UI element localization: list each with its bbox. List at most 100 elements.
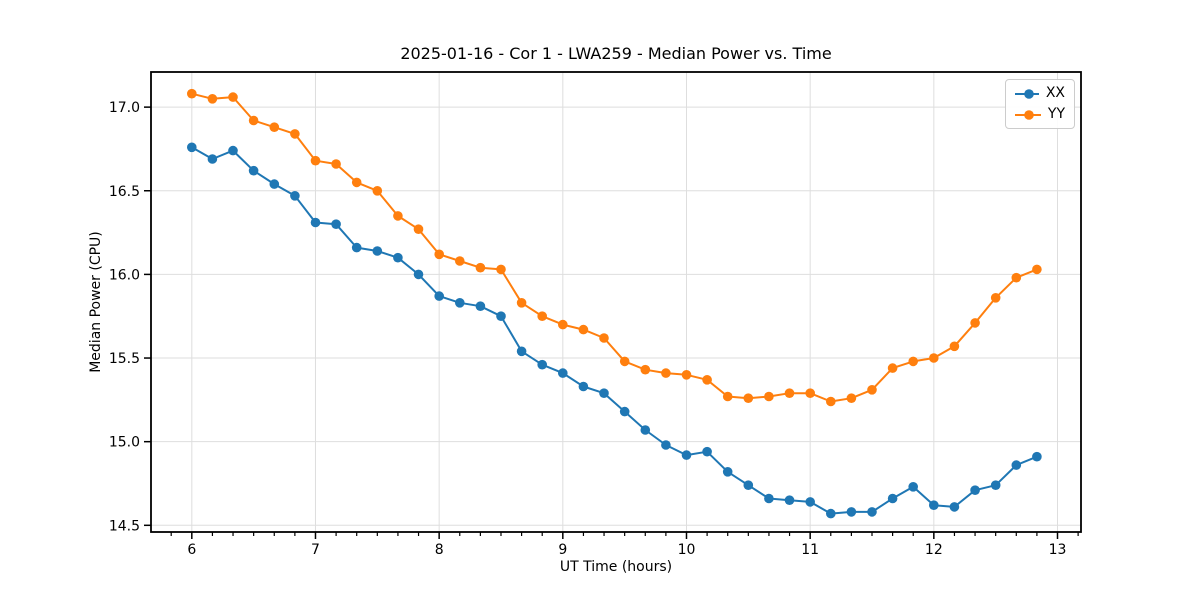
x-tick-label: 7 — [311, 542, 320, 558]
series-yy-marker — [331, 159, 341, 169]
x-tick-label: 8 — [435, 542, 444, 558]
series-yy-marker — [413, 224, 424, 234]
x-tick-label: 13 — [1049, 542, 1067, 558]
series-yy-marker — [1011, 272, 1022, 283]
y-tick-label: 15.5 — [109, 351, 140, 367]
series-xx-marker — [351, 242, 362, 253]
series-xx-marker — [248, 165, 259, 176]
legend-item-yy: YY — [1014, 106, 1065, 123]
series-xx-marker — [537, 359, 547, 370]
legend-sample-yy — [1015, 109, 1041, 120]
series-yy-marker — [248, 115, 259, 126]
series-yy-marker — [516, 298, 527, 308]
series-xx-marker — [990, 480, 1001, 491]
legend-item-xx: XX — [1014, 85, 1065, 102]
series-xx-marker — [640, 425, 651, 435]
series-xx-marker — [722, 467, 733, 477]
series-yy-marker — [537, 311, 547, 322]
series-xx-marker — [887, 493, 898, 504]
series-xx-marker — [846, 507, 857, 517]
series-yy-marker — [496, 264, 506, 275]
series-yy-marker — [702, 375, 712, 385]
series-xx-marker — [290, 191, 300, 201]
series-xx-marker — [331, 219, 341, 229]
series-yy-marker — [805, 388, 815, 399]
series-xx-marker — [496, 311, 506, 322]
series-yy-marker — [970, 318, 980, 328]
legend-sample-xx — [1015, 88, 1039, 99]
series-xx-marker — [826, 508, 836, 519]
series-xx-marker — [784, 495, 795, 506]
series-yy-marker — [640, 364, 651, 375]
series-yy-marker — [455, 256, 465, 266]
series-yy-marker — [826, 396, 836, 407]
series-yy-marker — [228, 92, 238, 102]
series-yy-marker — [681, 370, 692, 380]
series-xx-marker — [661, 440, 671, 450]
series-yy-marker — [599, 333, 609, 343]
series-xx-marker — [702, 446, 712, 457]
series-yy-marker — [558, 319, 568, 330]
series-xx-marker — [413, 269, 424, 280]
series-yy-marker — [929, 353, 939, 363]
series-xx-marker — [207, 154, 218, 164]
series-yy-marker — [784, 388, 795, 399]
series-yy-marker — [661, 368, 671, 378]
x-axis-label: UT Time (hours) — [559, 559, 673, 575]
series-xx-marker — [867, 507, 877, 517]
series-xx-marker — [578, 381, 589, 392]
y-tick-label: 14.5 — [109, 518, 140, 534]
series-yy-marker — [434, 249, 445, 260]
series-xx-marker — [1011, 460, 1022, 470]
y-tick-label: 15.0 — [109, 435, 140, 451]
y-axis-label: Median Power (CPU) — [88, 231, 104, 373]
series-xx-marker — [516, 346, 527, 357]
series-xx-marker — [1032, 451, 1042, 462]
series-xx-marker — [805, 497, 815, 507]
y-tick-label: 16.5 — [109, 184, 140, 200]
x-tick-label: 10 — [678, 542, 696, 558]
series-xx-marker — [372, 246, 383, 256]
series-xx-marker — [619, 406, 630, 417]
legend-label-yy: YY — [1047, 106, 1065, 122]
legend: XX YY — [1005, 79, 1075, 129]
series-yy-marker — [393, 211, 403, 221]
series-xx-marker — [970, 485, 980, 496]
series-xx-marker — [310, 217, 321, 228]
series-yy-marker — [578, 324, 589, 335]
series-yy-marker — [1032, 264, 1042, 275]
x-tick-label: 6 — [187, 542, 196, 558]
x-tick-label: 11 — [801, 542, 819, 558]
legend-marker-xx-icon — [1024, 88, 1034, 99]
series-yy-marker — [187, 88, 197, 99]
series-xx-marker — [764, 493, 774, 504]
series-xx-marker — [908, 482, 918, 492]
series-yy-marker — [269, 122, 280, 132]
series-yy-marker — [351, 177, 362, 188]
series-xx-marker — [393, 252, 403, 263]
y-tick-label: 16.0 — [109, 267, 140, 283]
series-yy-marker — [619, 356, 630, 367]
series-yy-marker — [310, 155, 321, 166]
series-yy-marker — [846, 393, 857, 404]
series-xx-marker — [434, 291, 445, 301]
series-xx-marker — [455, 298, 465, 308]
series-xx-marker — [599, 388, 609, 399]
x-tick-label: 9 — [558, 542, 567, 558]
y-tick-label: 17.0 — [109, 100, 140, 116]
series-yy-marker — [722, 391, 733, 402]
series-yy-marker — [867, 385, 877, 395]
series-xx-marker — [187, 142, 197, 153]
series-xx-marker — [949, 502, 960, 512]
series-yy-marker — [887, 363, 898, 373]
series-xx-marker — [475, 301, 486, 312]
series-xx-marker — [743, 480, 754, 491]
series-xx-marker — [681, 450, 692, 460]
legend-marker-yy-icon — [1024, 109, 1034, 120]
x-tick-label: 12 — [925, 542, 943, 558]
chart-title: 2025-01-16 - Cor 1 - LWA259 - Median Pow… — [400, 44, 832, 63]
series-yy-marker — [908, 356, 918, 367]
legend-label-xx: XX — [1045, 85, 1065, 101]
